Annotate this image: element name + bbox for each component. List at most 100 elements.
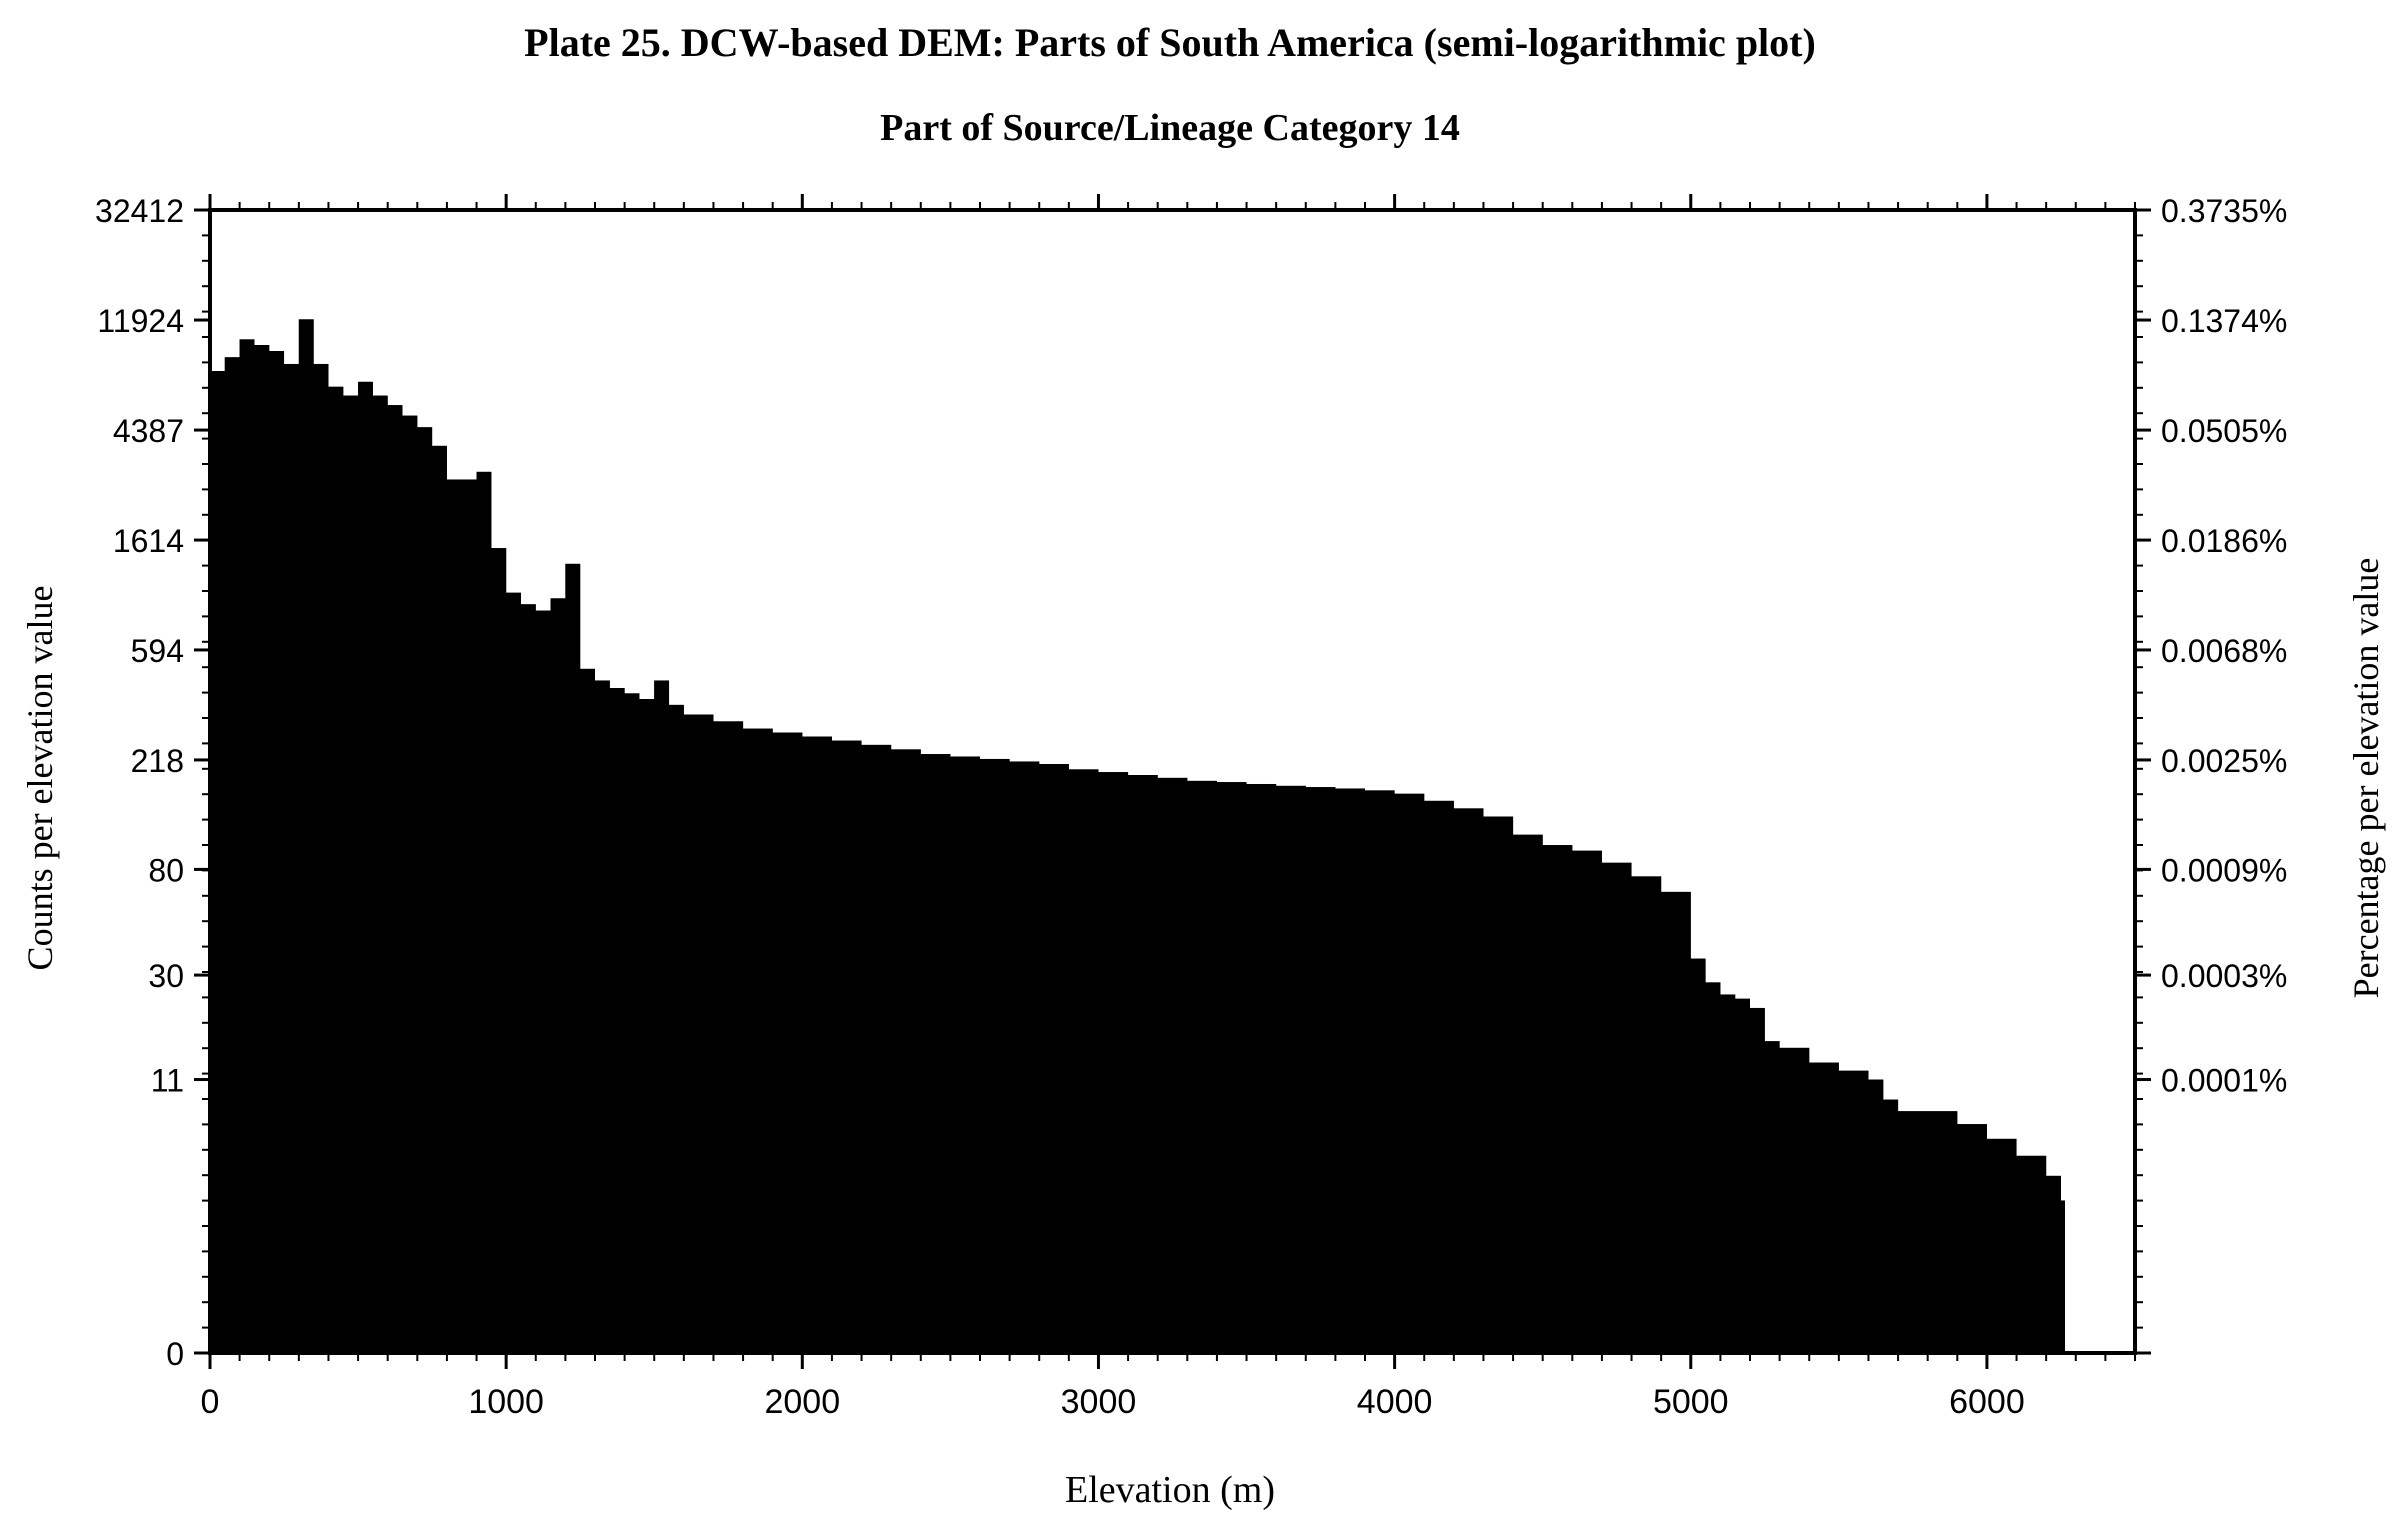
- histogram-bar: [2046, 1175, 2061, 1353]
- histogram-bar: [743, 728, 773, 1353]
- plot-frame: [208, 208, 2137, 1355]
- histogram-bar: [446, 479, 462, 1354]
- y-tick-label: 80: [148, 852, 184, 888]
- chart-title: Plate 25. DCW-based DEM: Parts of South …: [524, 20, 1816, 65]
- x-tick-label: 4000: [1357, 1383, 1433, 1421]
- y-axis-label: Counts per elevation value: [20, 586, 60, 971]
- y-right-tick-label: 0.0009%: [2161, 852, 2287, 888]
- histogram-bar: [861, 744, 892, 1353]
- histogram-bar: [343, 395, 359, 1353]
- histogram-bar: [580, 668, 595, 1353]
- histogram-bar: [1735, 998, 1750, 1353]
- histogram-bar: [669, 704, 684, 1353]
- histogram-bar: [402, 415, 418, 1353]
- histogram-bar: [1601, 862, 1632, 1353]
- histogram-bar: [639, 699, 655, 1353]
- histogram-bar: [535, 610, 551, 1353]
- histogram-bar: [1157, 777, 1188, 1353]
- histogram-bar: [772, 732, 803, 1353]
- histogram-bar: [1246, 783, 1277, 1353]
- histogram-bar: [1572, 850, 1602, 1353]
- histogram-bar: [210, 371, 225, 1353]
- histogram-bar: [298, 319, 314, 1353]
- x-tick-label: 2000: [764, 1383, 840, 1421]
- histogram-bar: [313, 363, 329, 1354]
- y-right-tick-label: 0.0186%: [2161, 523, 2287, 559]
- histogram-bar: [284, 363, 299, 1354]
- histogram-bar: [1394, 793, 1425, 1353]
- y-right-tick-label: 0.0025%: [2161, 743, 2287, 779]
- histogram-bar: [1542, 845, 1573, 1353]
- histogram-bar: [609, 688, 625, 1353]
- histogram-bar: [1068, 769, 1099, 1353]
- histogram-bar: [565, 563, 581, 1353]
- histogram-bar: [1986, 1138, 2017, 1353]
- histogram-bar: [1927, 1111, 1958, 1353]
- histogram-bar: [1898, 1111, 1928, 1353]
- histogram-bar: [1009, 761, 1040, 1353]
- histogram-bar: [980, 758, 1010, 1353]
- histogram-bar: [387, 405, 403, 1354]
- histogram-bar: [476, 471, 492, 1354]
- histogram-bar: [1750, 1007, 1765, 1353]
- histogram-bar: [506, 592, 521, 1353]
- histogram-bar: [1705, 982, 1721, 1353]
- histogram-bar: [1335, 788, 1365, 1353]
- histogram-bar: [1098, 772, 1129, 1353]
- y-tick-label: 30: [148, 958, 184, 994]
- y-tick-label: 4387: [113, 413, 184, 449]
- y-right-tick-label: 0.0505%: [2161, 413, 2287, 449]
- x-tick-label: 5000: [1653, 1383, 1729, 1421]
- histogram-bar: [1809, 1062, 1839, 1353]
- y-right-tick-label: 0.0068%: [2161, 633, 2287, 669]
- x-axis-label: Elevation (m): [1065, 1469, 1275, 1511]
- histogram-bar: [802, 736, 832, 1353]
- y-right-tick-label: 0.0003%: [2161, 958, 2287, 994]
- histogram-bar: [1483, 816, 1514, 1353]
- y-axis-label-right: Percentage per elevation value: [2346, 558, 2386, 999]
- histogram-bar: [358, 381, 373, 1354]
- histogram-bar: [831, 740, 862, 1353]
- histogram-bar: [1779, 1047, 1810, 1353]
- histogram-bar: [2016, 1155, 2047, 1353]
- histogram-bar: [1365, 790, 1395, 1353]
- histogram-bars: [210, 319, 2065, 1354]
- histogram-bar: [683, 714, 714, 1353]
- histogram-bar: [1305, 787, 1336, 1353]
- histogram-bar: [1957, 1124, 1987, 1353]
- histogram-bar: [1868, 1079, 1884, 1353]
- histogram-bar: [1883, 1099, 1899, 1353]
- histogram-bar: [950, 756, 980, 1353]
- histogram-bar: [595, 680, 610, 1353]
- y-right-tick-label: 0.0001%: [2161, 1063, 2287, 1099]
- chart-subtitle: Part of Source/Lineage Category 14: [880, 107, 1460, 149]
- histogram-bar: [269, 350, 285, 1354]
- histogram-bar: [654, 680, 670, 1353]
- histogram-bar: [432, 445, 447, 1353]
- histogram-bar: [328, 386, 344, 1353]
- histogram-bar: [461, 479, 477, 1354]
- histogram-bar: [372, 395, 388, 1353]
- histogram-bar: [1720, 994, 1736, 1353]
- histogram-bar: [1631, 876, 1662, 1353]
- histogram-bar: [1764, 1041, 1780, 1353]
- x-tick-label: 1000: [468, 1383, 544, 1421]
- histogram-bar: [224, 357, 240, 1353]
- y-tick-label: 218: [131, 743, 184, 779]
- histogram-bar: [491, 548, 507, 1353]
- y-tick-label: 594: [131, 633, 184, 669]
- y-tick-label: 0: [166, 1336, 184, 1372]
- histogram-bar: [1216, 782, 1247, 1353]
- histogram-bar: [1513, 834, 1543, 1353]
- x-tick-label: 0: [201, 1383, 220, 1421]
- y-tick-label: 11: [151, 1063, 184, 1099]
- histogram-bar: [520, 604, 536, 1353]
- histogram-bar: [2060, 1200, 2065, 1353]
- histogram-bar: [713, 721, 744, 1353]
- histogram-bar: [891, 749, 921, 1353]
- histogram-bar: [624, 693, 640, 1353]
- x-tick-label: 6000: [1949, 1383, 2025, 1421]
- histogram-bar: [254, 345, 270, 1353]
- histogram-bar: [1187, 780, 1217, 1353]
